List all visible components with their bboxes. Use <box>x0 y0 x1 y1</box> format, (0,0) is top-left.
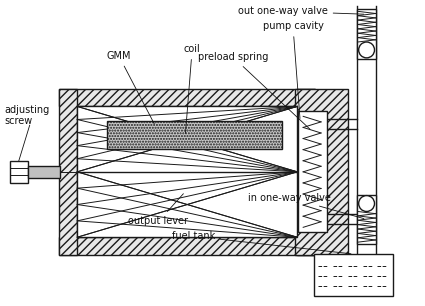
Bar <box>295 89 348 255</box>
Bar <box>357 195 377 244</box>
Circle shape <box>359 196 374 211</box>
Text: GMM: GMM <box>107 51 154 124</box>
Bar <box>60 89 315 106</box>
Bar <box>28 166 60 178</box>
Circle shape <box>359 42 374 58</box>
Text: pump cavity: pump cavity <box>263 21 323 118</box>
Text: output lever: output lever <box>128 194 189 226</box>
Bar <box>314 254 394 296</box>
Text: preload spring: preload spring <box>198 52 310 129</box>
Text: fuel tank: fuel tank <box>172 231 351 254</box>
Text: in one-way valve: in one-way valve <box>248 192 364 219</box>
Text: adjusting
screw: adjusting screw <box>4 105 49 126</box>
Text: coil: coil <box>184 44 201 133</box>
Bar <box>357 9 377 59</box>
Text: out one-way valve: out one-way valve <box>238 6 364 16</box>
Bar <box>107 121 282 149</box>
Bar <box>77 106 297 237</box>
Bar <box>10 161 28 183</box>
Bar <box>297 89 315 255</box>
Bar <box>60 237 315 255</box>
Bar <box>298 111 327 232</box>
Bar <box>60 89 77 255</box>
